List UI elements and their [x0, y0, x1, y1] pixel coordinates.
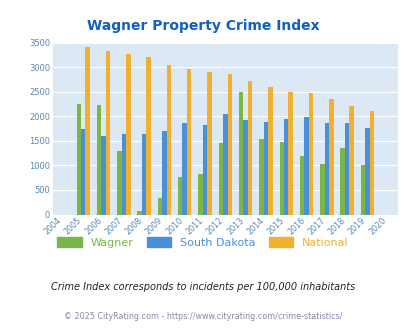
Text: Crime Index corresponds to incidents per 100,000 inhabitants: Crime Index corresponds to incidents per… [51, 282, 354, 292]
Bar [299, 156, 304, 214]
Bar [158, 198, 162, 214]
Text: © 2025 CityRating.com - https://www.cityrating.com/crime-statistics/: © 2025 CityRating.com - https://www.city… [64, 312, 341, 321]
Bar [320, 164, 324, 214]
Bar [162, 131, 166, 214]
Bar [202, 125, 207, 214]
Legend: Wagner, South Dakota, National: Wagner, South Dakota, National [57, 237, 348, 248]
Bar [344, 123, 349, 214]
Bar [198, 174, 202, 214]
Bar [77, 104, 81, 214]
Bar [324, 123, 328, 214]
Bar [328, 99, 333, 214]
Bar [223, 114, 227, 214]
Bar [258, 140, 263, 214]
Bar [227, 74, 232, 215]
Bar [349, 106, 353, 214]
Bar [146, 57, 150, 215]
Bar [117, 151, 121, 214]
Bar [105, 51, 110, 214]
Bar [360, 165, 364, 214]
Bar [308, 93, 313, 214]
Bar [268, 87, 272, 214]
Bar [340, 148, 344, 214]
Bar [81, 129, 85, 214]
Bar [364, 128, 369, 214]
Bar [207, 72, 211, 215]
Bar [182, 123, 186, 214]
Bar [304, 117, 308, 214]
Bar [218, 144, 223, 214]
Bar [97, 105, 101, 214]
Bar [279, 143, 284, 214]
Bar [284, 119, 288, 214]
Bar [369, 111, 373, 214]
Bar [177, 177, 182, 214]
Bar [142, 134, 146, 214]
Bar [243, 120, 247, 214]
Bar [85, 47, 90, 214]
Bar [137, 211, 142, 214]
Bar [288, 92, 292, 214]
Bar [238, 92, 243, 214]
Bar [122, 134, 126, 214]
Bar [166, 65, 171, 214]
Text: Wagner Property Crime Index: Wagner Property Crime Index [87, 19, 318, 33]
Bar [263, 122, 268, 214]
Bar [247, 81, 252, 214]
Bar [101, 136, 106, 214]
Bar [126, 54, 130, 214]
Bar [186, 69, 191, 214]
